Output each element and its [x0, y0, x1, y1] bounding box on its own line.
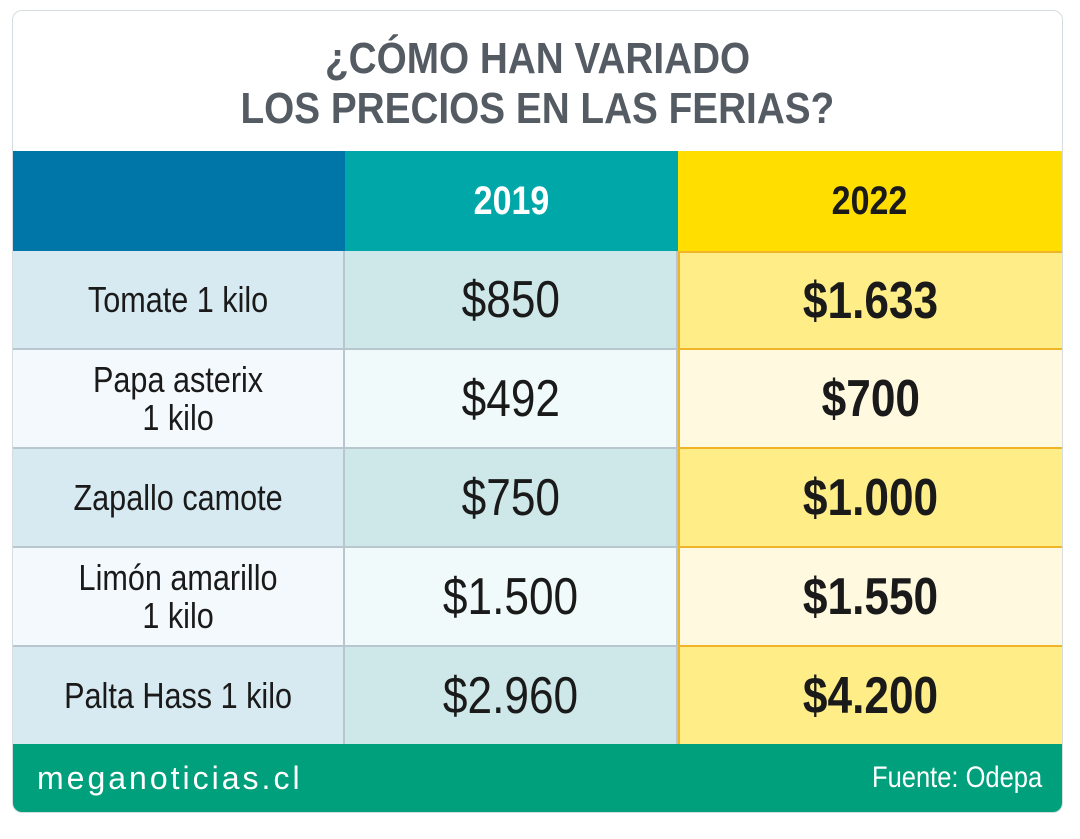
infographic-title: ¿CÓMO HAN VARIADO LOS PRECIOS EN LAS FER… — [13, 11, 1062, 151]
source-label: Fuente: Odepa — [871, 761, 1042, 794]
product-label: Tomate 1 kilo — [88, 278, 269, 320]
price-2019: $850 — [461, 270, 560, 329]
price-2019: $1.500 — [442, 567, 579, 626]
price-infographic: ¿CÓMO HAN VARIADO LOS PRECIOS EN LAS FER… — [12, 10, 1063, 813]
price-2022: $1.633 — [803, 271, 939, 330]
price-2019-cell: $1.500 — [345, 548, 678, 647]
table-body: Tomate 1 kilo $850 $1.633 Papa asterix 1 kil… — [13, 251, 1062, 746]
price-2019-cell: $492 — [345, 350, 678, 449]
price-2019: $2.960 — [442, 666, 579, 725]
header-blank-cell — [13, 151, 346, 251]
table-row: Limón amarillo 1 kilo $1.500 $1.550 — [13, 548, 1062, 647]
product-label-line: Palta Hass 1 kilo — [64, 674, 293, 716]
price-2019-cell: $850 — [345, 251, 678, 350]
table-row: Papa asterix 1 kilo $492 $700 — [13, 350, 1062, 449]
product-label: Palta Hass 1 kilo — [64, 674, 293, 716]
table-row: Tomate 1 kilo $850 $1.633 — [13, 251, 1062, 350]
price-2022-cell: $1.550 — [677, 548, 1062, 647]
product-label-line: 1 kilo — [142, 396, 214, 438]
price-2022: $1.000 — [803, 468, 939, 527]
header-2022: 2022 — [677, 151, 1062, 251]
title-line-1: ¿CÓMO HAN VARIADO — [324, 34, 751, 83]
product-label-line: Tomate 1 kilo — [88, 278, 269, 320]
footer: meganoticias.cl Fuente: Odepa — [13, 744, 1062, 812]
brand-label: meganoticias.cl — [37, 759, 303, 796]
table-header-row: 2019 2022 — [13, 151, 1062, 251]
product-label: Zapallo camote — [73, 476, 283, 518]
product-cell: Papa asterix 1 kilo — [13, 350, 346, 449]
product-label-line: 1 kilo — [142, 594, 214, 636]
price-2019: $750 — [461, 468, 560, 527]
price-2022-cell: $1.000 — [677, 449, 1062, 548]
price-2022-cell: $4.200 — [677, 647, 1062, 746]
price-2022-cell: $1.633 — [677, 251, 1062, 350]
product-cell: Tomate 1 kilo — [13, 251, 346, 350]
price-2022-cell: $700 — [677, 350, 1062, 449]
header-2019-label: 2019 — [473, 178, 550, 223]
product-cell: Limón amarillo 1 kilo — [13, 548, 346, 647]
price-2022: $700 — [821, 369, 921, 428]
table-row: Zapallo camote $750 $1.000 — [13, 449, 1062, 548]
price-2019-cell: $750 — [345, 449, 678, 548]
header-2022-label: 2022 — [832, 178, 908, 223]
product-cell: Zapallo camote — [13, 449, 346, 548]
product-label-line: Limón amarillo — [78, 556, 278, 598]
price-table: 2019 2022 Tomate 1 kilo $850 $1.633 Papa as… — [13, 151, 1062, 746]
product-label: Limón amarillo 1 kilo — [78, 556, 278, 636]
header-2019: 2019 — [345, 151, 678, 251]
product-label: Papa asterix 1 kilo — [93, 358, 264, 438]
price-2022: $1.550 — [803, 567, 939, 626]
price-2019-cell: $2.960 — [345, 647, 678, 746]
price-2019: $492 — [461, 369, 560, 428]
title-line-2: LOS PRECIOS EN LAS FERIAS? — [240, 84, 835, 133]
product-cell: Palta Hass 1 kilo — [13, 647, 346, 746]
table-row: Palta Hass 1 kilo $2.960 $4.200 — [13, 647, 1062, 746]
price-2022: $4.200 — [803, 666, 939, 725]
product-label-line: Zapallo camote — [73, 476, 283, 518]
product-label-line: Papa asterix — [93, 358, 264, 400]
